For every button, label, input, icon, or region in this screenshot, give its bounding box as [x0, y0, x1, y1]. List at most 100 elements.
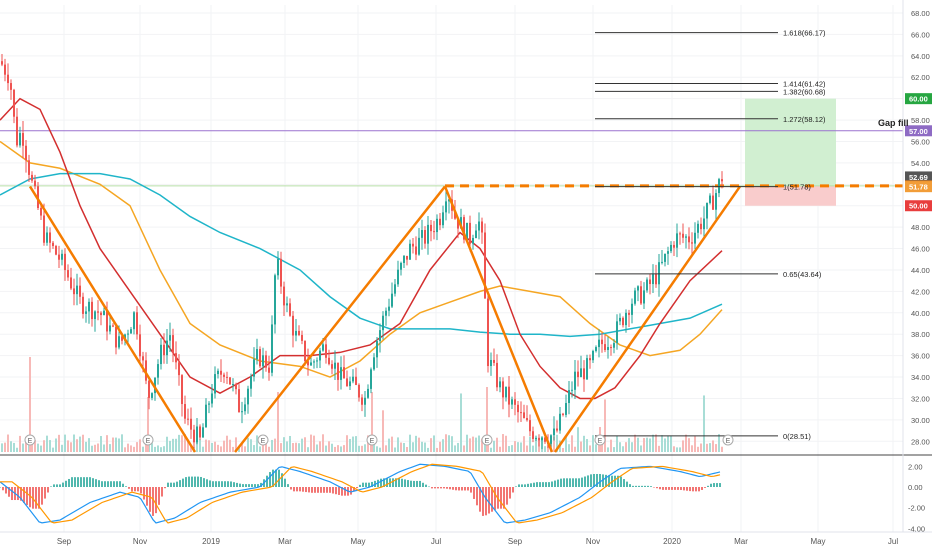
volume-bar [682, 440, 684, 452]
volume-bar [190, 445, 192, 452]
earnings-event-marker [481, 434, 493, 446]
volume-bar [442, 439, 444, 452]
volume-bar [691, 445, 693, 452]
macd-histogram-bar [599, 473, 601, 487]
volume-bar [715, 444, 717, 452]
candle-body [394, 284, 396, 294]
candle-body [202, 427, 204, 438]
candle-body [220, 370, 222, 375]
volume-bar [391, 436, 393, 452]
candle-body [631, 303, 633, 315]
candle-body [496, 362, 498, 388]
volume-bar [382, 410, 384, 452]
candle-body [265, 355, 267, 368]
macd-histogram-bar [218, 481, 220, 487]
candle-body [721, 179, 723, 182]
macd-histogram-bar [509, 487, 511, 499]
candle-body [703, 218, 705, 230]
volume-bar [649, 438, 651, 452]
candle-body [361, 397, 363, 405]
long-position-tool[interactable] [745, 98, 836, 206]
volume-bar [427, 447, 429, 452]
macd-line [0, 463, 721, 524]
candle-body [85, 311, 87, 314]
candle-body [553, 428, 555, 436]
volume-bar [352, 436, 354, 452]
macd-histogram-bar [575, 478, 577, 487]
candle-body [457, 218, 459, 229]
candle-body [4, 64, 6, 75]
macd-histogram-bar [230, 481, 232, 487]
candle-body [280, 258, 282, 287]
candle-body [685, 236, 687, 238]
candles [1, 53, 723, 452]
macd-histogram-bar [176, 481, 178, 487]
candle-body [319, 350, 321, 361]
candle-body [334, 362, 336, 369]
macd-histogram-bar [356, 487, 358, 489]
fib-level-label: 0(28.51) [783, 432, 811, 441]
macd-histogram-bar [41, 487, 43, 505]
time-tick-label: Nov [586, 537, 600, 546]
candle-body [208, 403, 210, 405]
price-badge [905, 125, 932, 137]
macd-histogram-bar [323, 487, 325, 493]
volume-bar [478, 435, 480, 452]
volume-bar [298, 443, 300, 452]
volume-bar [436, 447, 438, 452]
price-badge [905, 181, 932, 193]
loss-zone [745, 185, 836, 206]
macd-histogram-bar [314, 487, 316, 493]
volume-bar [493, 440, 495, 452]
candle-body [436, 218, 438, 233]
price-badge [905, 93, 932, 105]
macd-histogram-bar [278, 469, 280, 487]
volume-bar [178, 434, 180, 452]
volume-bar [22, 443, 24, 452]
macd-histogram-bar [362, 482, 364, 487]
candle-body [193, 429, 195, 443]
macd-histogram-bar [104, 481, 106, 487]
volume-bar [124, 447, 126, 452]
macd-histogram-bar [257, 484, 259, 487]
macd-histogram-bar [152, 487, 154, 516]
macd-histogram-bar [683, 487, 685, 491]
candle-body [628, 312, 630, 315]
macd-histogram-bar [74, 477, 76, 487]
volume-bar [517, 442, 519, 452]
macd-histogram-bar [50, 486, 52, 487]
volume-bar [484, 440, 486, 452]
volume-bar [376, 446, 378, 452]
candle-body [454, 210, 456, 219]
macd-histogram-bar [500, 487, 502, 509]
macd-histogram-bar [188, 476, 190, 487]
macd-histogram-bar [530, 483, 532, 487]
macd-histogram-bar [434, 487, 436, 489]
volume-bar [319, 441, 321, 452]
candle-body [415, 246, 417, 255]
macd-histogram-bar [692, 487, 694, 492]
candle-body [526, 418, 528, 421]
candle-body [223, 374, 225, 377]
macd-histogram-bar [707, 485, 709, 487]
candle-body [475, 230, 477, 238]
macd-histogram-bar [593, 473, 595, 487]
macd-histogram-bar [419, 480, 421, 487]
volume-bar [628, 438, 630, 452]
candle-body [697, 223, 699, 233]
candle-body [472, 237, 474, 244]
fib-level-label: 1.414(61.42) [783, 79, 826, 88]
candle-body [481, 221, 483, 233]
candle-body [352, 376, 354, 382]
macd-pane [0, 463, 721, 524]
volume-bar [271, 439, 273, 452]
fib-extension[interactable]: 1.618(66.17) 1.414(61.42)1.382(60.68) 1.27… [595, 29, 826, 441]
volume-bar [667, 435, 669, 452]
ma-200 [0, 172, 723, 338]
volume-bar [121, 434, 123, 452]
macd-histogram-bar [440, 487, 442, 489]
volume-bar [214, 441, 216, 452]
